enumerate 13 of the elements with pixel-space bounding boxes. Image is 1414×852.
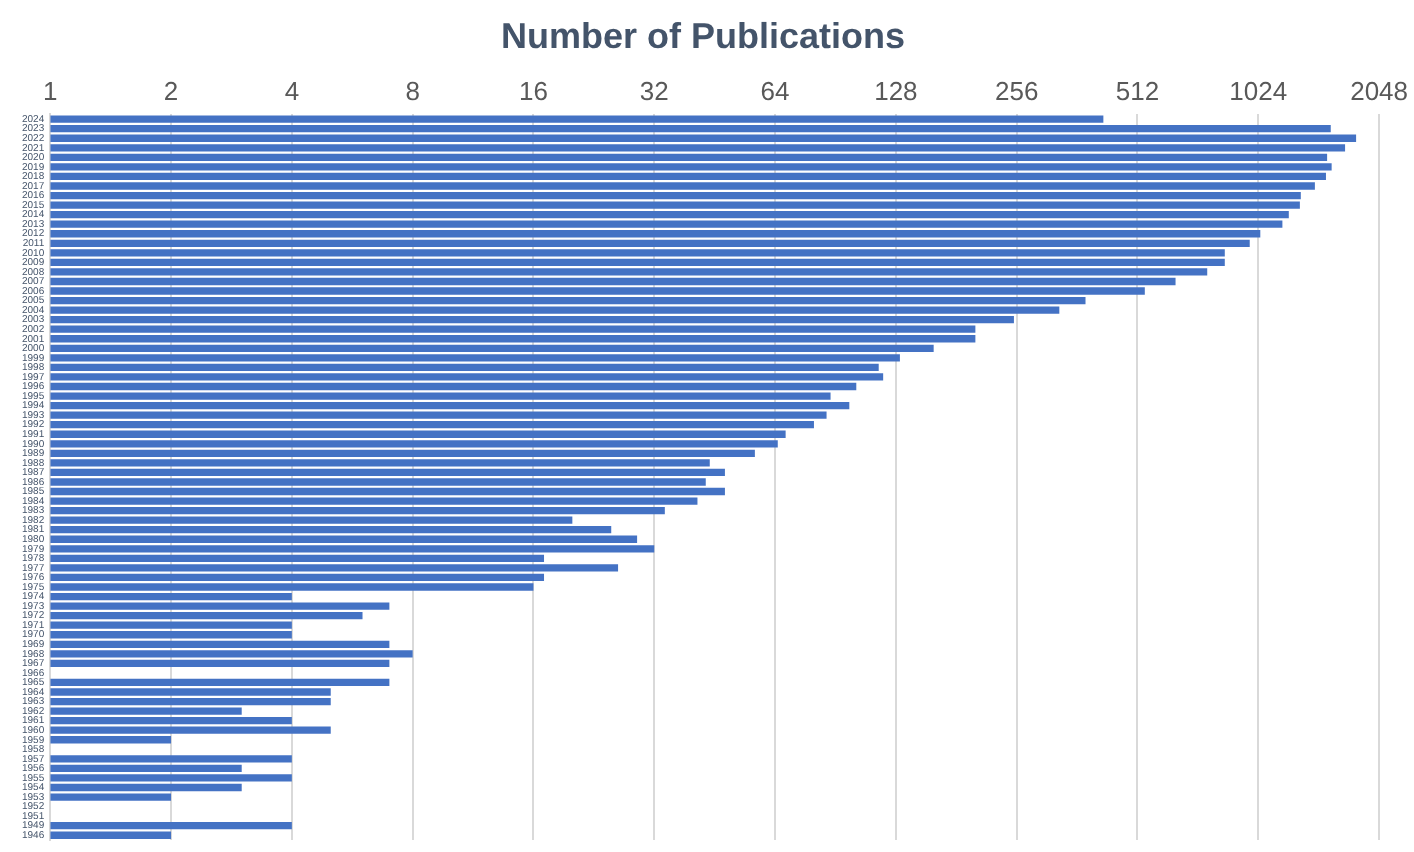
x-tick-label: 2048	[1350, 75, 1408, 106]
chart-title: Number of Publications	[500, 15, 906, 56]
x-tick-label: 32	[639, 75, 669, 106]
x-tick-label: 16	[518, 75, 548, 106]
x-tick-label: 512	[1115, 75, 1160, 106]
x-tick-label: 4	[284, 75, 300, 106]
x-tick-label: 256	[994, 75, 1039, 106]
x-tick-label: 1	[43, 75, 58, 106]
x-tick-label: 1024	[1229, 75, 1288, 106]
x-tick-label: 64	[760, 75, 790, 106]
x-tick-label: 2	[163, 75, 179, 106]
x-tick-label: 8	[405, 75, 420, 106]
x-tick-label: 128	[874, 75, 918, 106]
